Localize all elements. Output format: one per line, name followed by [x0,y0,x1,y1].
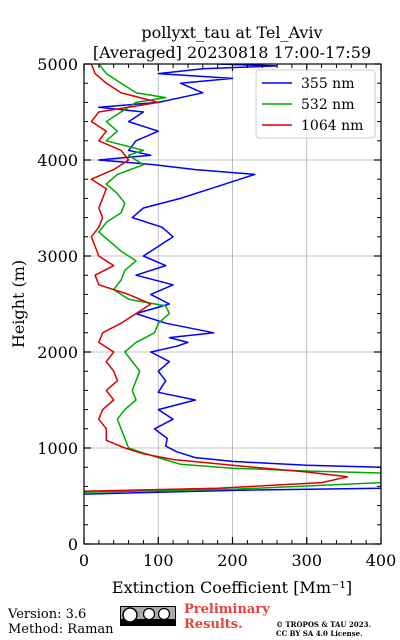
legend-label: 1064 nm [301,118,363,134]
method-text: Method: Raman [8,622,114,637]
x-tick-label: 100 [143,551,174,570]
legend-label: 355 nm [301,76,354,92]
license-line-1: © TROPOS & TAU 2023. [276,620,371,629]
series-line-355-nm [84,64,381,495]
legend-label: 532 nm [301,97,354,113]
y-axis-label: Height (m) [9,260,28,348]
legend: 355 nm 532 nm 1064 nm [255,69,376,139]
version-text: Version: 3.6 [8,607,87,622]
x-tick-label: 0 [79,551,89,570]
chart-title: pollyxt_tau at Tel_Aviv [141,23,322,42]
y-tick-label: 1000 [37,439,78,458]
x-tick-label: 300 [291,551,322,570]
preliminary-line-1: Preliminary [184,602,270,617]
y-tick-label: 5000 [37,55,78,74]
x-axis-label: Extinction Coefficient [Mm⁻¹] [112,578,352,597]
x-tick-label: 400 [366,551,397,570]
preliminary-notice: Preliminary Results. [184,602,270,632]
series-line-1064-nm [84,64,349,492]
y-tick-label: 3000 [37,247,78,266]
license-notice: © TROPOS & TAU 2023. CC BY SA 4.0 Licens… [276,620,371,638]
legend-box [255,69,376,139]
series-group [84,64,381,495]
x-tick-label: 200 [217,551,248,570]
preliminary-line-2: Results. [184,617,243,632]
y-tick-label: 4000 [37,151,78,170]
series-line-532-nm [84,64,381,493]
license-line-2: CC BY SA 4.0 License. [276,629,363,638]
chart-subtitle: [Averaged] 20230818 17:00-17:59 [93,43,371,62]
y-tick-label: 2000 [37,343,78,362]
y-tick-label: 0 [68,535,78,554]
cc-by-sa-badge-icon [120,606,176,626]
